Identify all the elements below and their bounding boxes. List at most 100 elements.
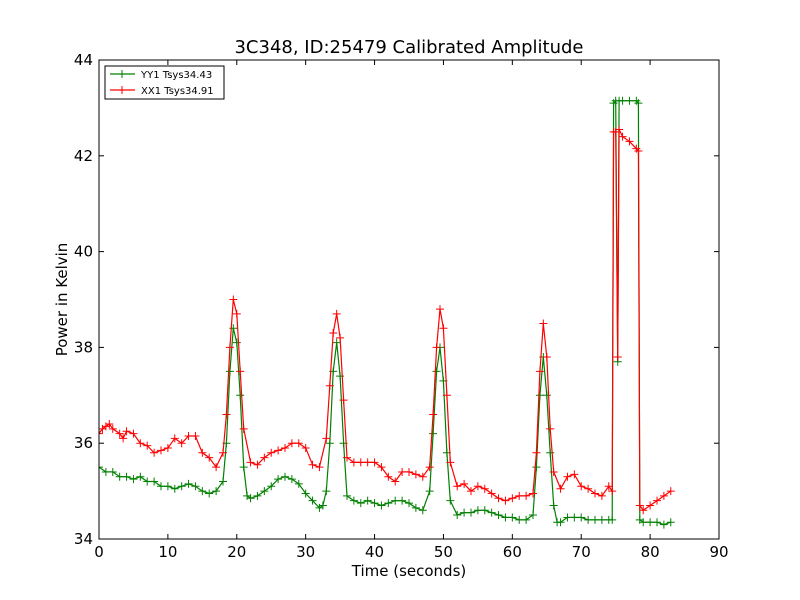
legend-marker bbox=[118, 86, 126, 94]
data-point bbox=[570, 513, 579, 522]
data-point bbox=[287, 475, 296, 484]
data-point bbox=[236, 367, 245, 376]
data-point bbox=[646, 518, 655, 527]
data-point bbox=[143, 477, 152, 486]
data-point bbox=[377, 501, 386, 510]
data-point bbox=[508, 494, 517, 503]
data-point bbox=[615, 125, 624, 134]
data-point bbox=[294, 479, 303, 488]
data-point bbox=[659, 491, 668, 500]
data-point bbox=[563, 472, 572, 481]
data-point bbox=[136, 439, 145, 448]
data-point bbox=[129, 429, 138, 438]
y-tick-label: 40 bbox=[74, 243, 93, 261]
plot-frame bbox=[98, 59, 720, 540]
x-tick-label: 70 bbox=[572, 543, 591, 561]
data-point bbox=[267, 448, 276, 457]
data-point bbox=[460, 508, 469, 517]
data-point bbox=[363, 496, 372, 505]
x-axis-ticks: 0 10 20 30 40 50 60 70 80 90 bbox=[94, 60, 729, 561]
data-point bbox=[184, 432, 193, 441]
data-point bbox=[604, 482, 613, 491]
data-point bbox=[315, 463, 324, 472]
data-point bbox=[205, 489, 214, 498]
data-point bbox=[239, 463, 248, 472]
data-point bbox=[467, 487, 475, 496]
data-point bbox=[301, 443, 310, 452]
data-point bbox=[225, 367, 234, 376]
data-point bbox=[212, 487, 221, 496]
data-point bbox=[529, 489, 537, 498]
plot-background bbox=[99, 60, 719, 539]
data-point bbox=[432, 367, 441, 376]
x-tick-label: 40 bbox=[365, 543, 384, 561]
data-point bbox=[635, 501, 644, 510]
data-point bbox=[101, 467, 110, 476]
data-point bbox=[384, 472, 393, 481]
data-point bbox=[170, 434, 179, 443]
data-point bbox=[549, 467, 558, 476]
data-point bbox=[322, 487, 331, 496]
x-tick-label: 80 bbox=[641, 543, 660, 561]
data-point bbox=[177, 482, 186, 491]
x-tick-label: 30 bbox=[296, 543, 315, 561]
data-point bbox=[515, 491, 524, 500]
data-point bbox=[391, 496, 400, 505]
data-point bbox=[267, 482, 276, 491]
data-point bbox=[591, 515, 599, 524]
data-point bbox=[363, 458, 372, 467]
legend-box bbox=[104, 65, 225, 100]
data-point bbox=[274, 475, 283, 484]
data-point bbox=[163, 443, 172, 452]
data-point bbox=[332, 338, 341, 347]
data-point bbox=[618, 96, 627, 105]
data-point bbox=[198, 487, 207, 496]
data-point bbox=[532, 463, 541, 472]
data-point bbox=[308, 460, 317, 469]
x-tick-label: 20 bbox=[227, 543, 246, 561]
data-point bbox=[253, 491, 262, 500]
data-point bbox=[467, 508, 475, 517]
data-point bbox=[436, 305, 444, 314]
data-point bbox=[613, 352, 622, 361]
y-tick-label: 38 bbox=[74, 338, 93, 356]
data-point bbox=[287, 439, 296, 448]
data-point bbox=[591, 489, 599, 498]
data-point bbox=[391, 477, 400, 486]
data-point bbox=[329, 329, 338, 338]
data-point bbox=[318, 501, 327, 510]
data-point bbox=[219, 477, 227, 486]
data-point bbox=[122, 472, 131, 481]
series-2 bbox=[99, 125, 675, 515]
data-point bbox=[546, 448, 555, 457]
data-point bbox=[212, 463, 221, 472]
data-point bbox=[501, 496, 510, 505]
data-point bbox=[411, 470, 420, 479]
data-point bbox=[143, 441, 152, 450]
data-point bbox=[99, 429, 103, 438]
data-point bbox=[157, 446, 165, 455]
data-point bbox=[232, 309, 241, 318]
chart-title: 3C348, ID:25479 Calibrated Amplitude bbox=[234, 37, 583, 58]
legend: YY1 Tsys34.43 XX1 Tsys34.91 bbox=[104, 65, 225, 100]
data-point bbox=[608, 487, 617, 496]
legend-label: XX1 Tsys34.91 bbox=[141, 86, 214, 97]
y-tick-label: 36 bbox=[74, 434, 93, 452]
data-point bbox=[205, 453, 214, 462]
data-point bbox=[349, 458, 358, 467]
data-point bbox=[177, 439, 186, 448]
data-point bbox=[281, 443, 289, 452]
data-point bbox=[546, 424, 555, 433]
data-point bbox=[425, 487, 434, 496]
data-point bbox=[659, 520, 668, 529]
data-point bbox=[136, 472, 145, 481]
data-point bbox=[639, 518, 648, 527]
y-axis-ticks: 34 36 38 40 42 44 bbox=[74, 51, 719, 548]
x-tick-label: 10 bbox=[158, 543, 177, 561]
data-point bbox=[556, 484, 565, 493]
data-point bbox=[577, 513, 586, 522]
data-point bbox=[405, 499, 413, 508]
data-point bbox=[99, 463, 103, 472]
data-point bbox=[150, 477, 159, 486]
